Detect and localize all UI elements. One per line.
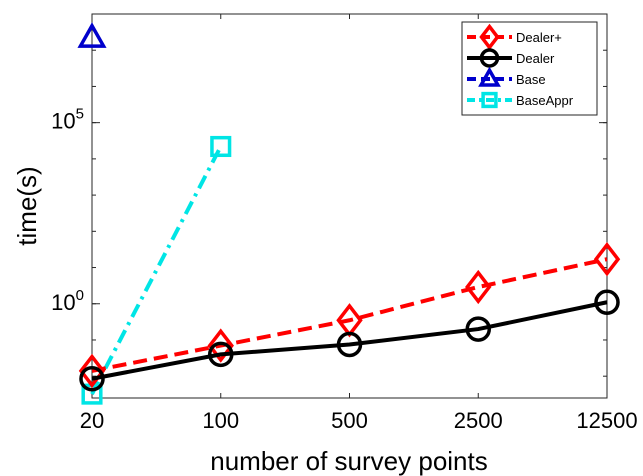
- data-point: [481, 91, 498, 109]
- legend-item: Dealer+: [467, 23, 562, 51]
- legend-label: Base: [516, 72, 546, 87]
- x-axis: 20 100 500 2500 12500: [80, 14, 638, 433]
- data-point: [78, 353, 106, 389]
- data-point: [207, 328, 234, 363]
- data-point: [79, 366, 105, 392]
- x-tick-label: 100: [202, 408, 239, 433]
- data-point: [336, 331, 363, 358]
- legend-item: BaseAppr: [467, 91, 574, 109]
- series-base: [77, 22, 107, 48]
- data-point: [210, 135, 232, 158]
- x-tick-label: 500: [331, 408, 368, 433]
- data-point: [479, 48, 500, 68]
- x-tick-label: 20: [80, 408, 104, 433]
- legend-label: Dealer+: [516, 30, 562, 45]
- series-dealer: [79, 289, 620, 392]
- data-point: [465, 316, 491, 342]
- data-point: [478, 66, 501, 87]
- series-line: [90, 145, 223, 396]
- x-tick-label: 12500: [576, 408, 637, 433]
- data-point: [208, 341, 234, 368]
- y-tick-label: 105: [51, 106, 84, 134]
- series-line: [91, 257, 608, 373]
- data-point: [594, 289, 620, 316]
- y-axis-label: time(s): [12, 166, 42, 245]
- y-tick-label: 100: [51, 287, 84, 315]
- y-axis: 100 105: [51, 13, 607, 377]
- data-point: [465, 269, 492, 305]
- data-point: [77, 22, 107, 48]
- legend: Dealer+ Dealer Base BaseAppr: [461, 21, 598, 116]
- x-tick-label: 2500: [454, 408, 503, 433]
- legend-label: Dealer: [516, 51, 555, 66]
- data-point: [593, 242, 621, 277]
- series-line: [91, 300, 608, 381]
- x-axis-label: number of survey points: [210, 446, 487, 476]
- legend-item: Dealer: [467, 48, 555, 68]
- series-layer: [77, 22, 621, 405]
- legend-item: Base: [467, 66, 546, 87]
- data-point: [479, 23, 500, 51]
- legend-label: BaseAppr: [516, 93, 574, 108]
